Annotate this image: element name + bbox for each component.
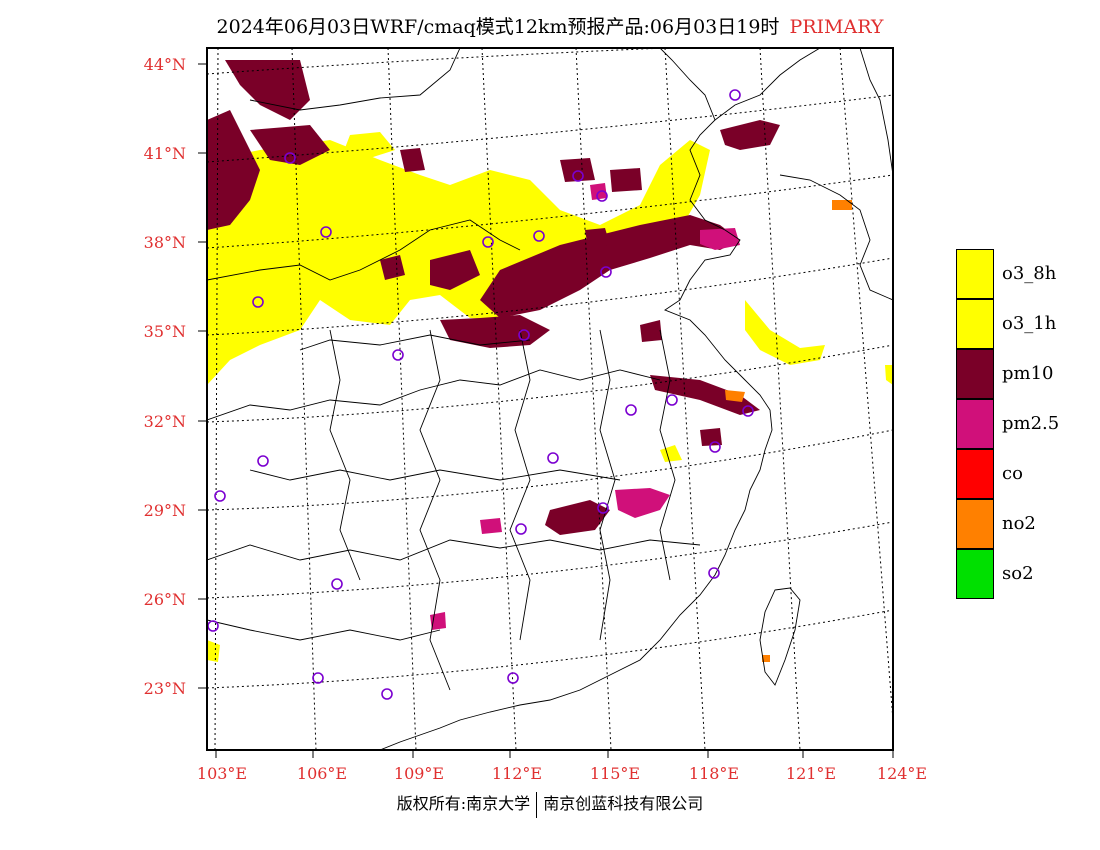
legend-label: pm10: [1002, 363, 1054, 384]
lat-label-26: 26°N: [143, 590, 186, 609]
legend-label: co: [1002, 463, 1023, 484]
primary-tag: PRIMARY: [789, 16, 884, 38]
legend-swatch: [956, 499, 994, 549]
lon-label-103: 103°E: [196, 764, 248, 783]
legend-label: so2: [1002, 563, 1034, 584]
no2-patches: [725, 200, 852, 662]
copyright-left: 版权所有:南京大学: [396, 794, 531, 813]
lat-label-41: 41°N: [143, 144, 186, 163]
legend-swatch: [956, 449, 994, 499]
lon-label-121: 121°E: [785, 764, 837, 783]
legend-label: pm2.5: [1002, 413, 1060, 434]
lat-label-23: 23°N: [143, 679, 186, 698]
legend-swatch: [956, 349, 994, 399]
legend-label: o3_1h: [1002, 313, 1057, 334]
legend-swatch: [956, 399, 994, 449]
map-title: 2024年06月03日WRF/cmaq模式12km预报产品:06月03日19时 P…: [0, 12, 1100, 39]
city-markers: [207, 89, 754, 700]
lat-label-38: 38°N: [143, 233, 186, 252]
lon-label-124: 124°E: [876, 764, 928, 783]
copyright-footer: 版权所有:南京大学 南京创蓝科技有限公司: [0, 790, 1100, 818]
lon-label-109: 109°E: [393, 764, 445, 783]
lat-label-35: 35°N: [143, 322, 186, 341]
pm10-patches: [207, 60, 780, 535]
legend-swatch: [956, 549, 994, 599]
legend-swatch: [956, 249, 994, 299]
legend-label: no2: [1002, 513, 1036, 534]
axis-ticks: [198, 63, 894, 758]
lat-label-29: 29°N: [143, 501, 186, 520]
lon-label-106: 106°E: [296, 764, 348, 783]
lon-label-112: 112°E: [491, 764, 543, 783]
lat-label-32: 32°N: [143, 412, 186, 431]
lon-label-115: 115°E: [589, 764, 641, 783]
legend-swatch: [956, 299, 994, 349]
copyright-right: 南京创蓝科技有限公司: [543, 794, 704, 813]
title-text: 2024年06月03日WRF/cmaq模式12km预报产品:06月03日19时: [216, 16, 780, 38]
lat-label-44: 44°N: [143, 55, 186, 74]
graticule: [207, 48, 893, 750]
map-frame: [206, 47, 894, 751]
boundaries: [207, 48, 893, 750]
legend-label: o3_8h: [1002, 263, 1057, 284]
footer-divider: [536, 791, 538, 818]
lon-label-118: 118°E: [688, 764, 740, 783]
pm25-patches: [430, 183, 740, 630]
